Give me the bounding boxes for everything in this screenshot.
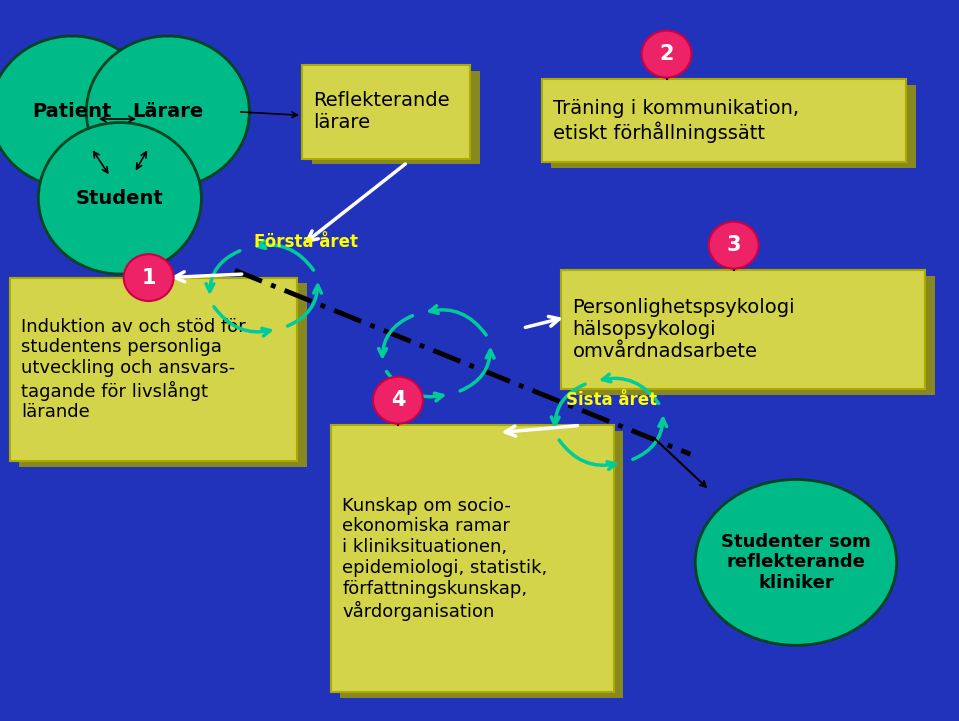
FancyBboxPatch shape	[19, 283, 307, 467]
FancyBboxPatch shape	[571, 276, 935, 395]
Text: Studenter som
reflekterande
kliniker: Studenter som reflekterande kliniker	[721, 533, 871, 592]
Text: Sista året: Sista året	[566, 392, 657, 409]
Text: Student: Student	[76, 189, 164, 208]
Text: Induktion av och stöd för
studentens personliga
utveckling och ansvars-
tagande : Induktion av och stöd för studentens per…	[21, 318, 246, 421]
Text: Träning i kommunikation,
etiskt förhållningssätt: Träning i kommunikation, etiskt förhålln…	[553, 99, 800, 143]
Ellipse shape	[38, 123, 201, 274]
FancyBboxPatch shape	[542, 79, 906, 162]
Ellipse shape	[0, 36, 153, 187]
Text: 3: 3	[726, 235, 741, 255]
Text: Kunskap om socio-
ekonomiska ramar
i kliniksituationen,
epidemiologi, statistik,: Kunskap om socio- ekonomiska ramar i kli…	[342, 497, 548, 621]
Ellipse shape	[695, 479, 897, 645]
FancyBboxPatch shape	[302, 65, 470, 159]
Ellipse shape	[86, 36, 249, 187]
Ellipse shape	[124, 254, 174, 301]
FancyBboxPatch shape	[312, 71, 480, 164]
Ellipse shape	[373, 376, 423, 423]
Ellipse shape	[709, 222, 759, 268]
Text: Lärare: Lärare	[132, 102, 203, 121]
FancyBboxPatch shape	[331, 425, 614, 692]
Text: 2: 2	[659, 44, 674, 64]
FancyBboxPatch shape	[10, 278, 297, 461]
Text: Reflekterande
lärare: Reflekterande lärare	[314, 92, 450, 132]
Text: Första året: Första året	[254, 233, 358, 250]
FancyBboxPatch shape	[561, 270, 925, 389]
Text: Personlighetspsykologi
hälsopsykologi
omvårdnadsarbete: Personlighetspsykologi hälsopsykologi om…	[573, 298, 795, 361]
Text: 4: 4	[390, 390, 406, 410]
FancyBboxPatch shape	[551, 85, 916, 168]
Text: 1: 1	[141, 267, 156, 288]
FancyBboxPatch shape	[340, 431, 623, 698]
Text: Patient: Patient	[33, 102, 111, 121]
Ellipse shape	[642, 30, 691, 77]
